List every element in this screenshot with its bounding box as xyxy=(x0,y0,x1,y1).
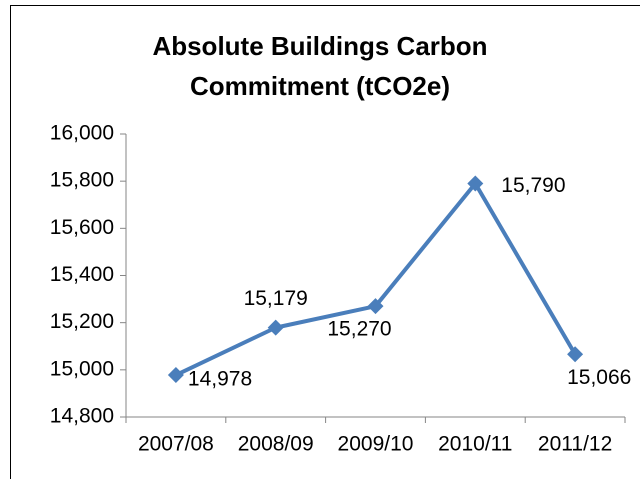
data-label: 15,179 xyxy=(244,287,308,310)
chart-border xyxy=(10,5,640,479)
data-label: 15,066 xyxy=(567,366,631,389)
line xyxy=(175,181,577,377)
data-label: 14,978 xyxy=(188,368,252,391)
x-tick-label: 2008/09 xyxy=(238,433,314,456)
data-label: 15,790 xyxy=(501,174,565,197)
x-tick-label: 2009/10 xyxy=(338,433,414,456)
marker xyxy=(167,367,184,384)
y-tick-label: 16,000 xyxy=(50,122,114,145)
y-tick-label: 15,200 xyxy=(50,310,114,333)
data-label: 15,270 xyxy=(327,318,391,341)
x-tick-label: 2010/11 xyxy=(438,433,512,456)
y-tick-label: 14,800 xyxy=(50,405,114,428)
chart-title: Absolute Buildings Carbon Commitment (tC… xyxy=(152,31,488,101)
y-tick-label: 15,800 xyxy=(50,169,114,192)
marker xyxy=(467,175,484,192)
x-tick-label: 2007/08 xyxy=(138,433,214,456)
y-tick-label: 15,400 xyxy=(50,263,114,286)
x-tick-label: 2011/12 xyxy=(538,433,612,456)
marker xyxy=(567,346,584,363)
y-tick-label: 15,000 xyxy=(50,357,114,380)
marker xyxy=(267,319,284,336)
marker xyxy=(367,298,384,315)
y-tick-label: 15,600 xyxy=(50,216,114,239)
